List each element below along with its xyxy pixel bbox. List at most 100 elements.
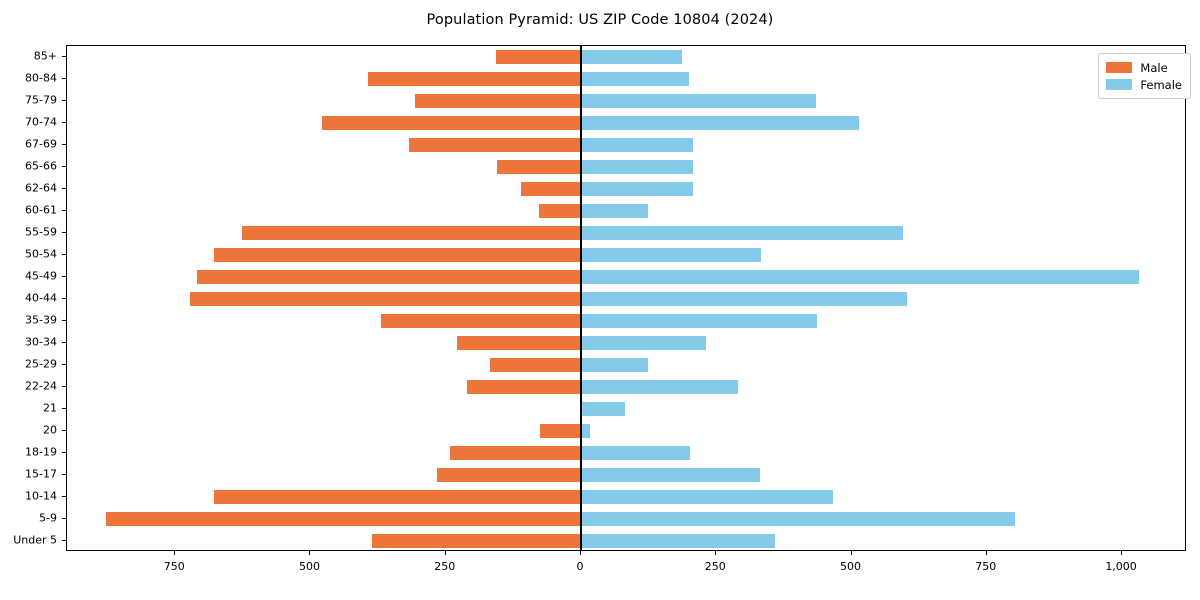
y-axis: 85+ 80-84 75-79 70-74 67-69 65-66 62-64 60-61 55… [0, 45, 66, 551]
bar-female [581, 226, 903, 240]
y-axis-tick-label: 45-49 [25, 269, 57, 283]
x-axis-tick-label: 250 [704, 560, 726, 573]
chart-row [67, 534, 1185, 548]
chart-row [67, 336, 1185, 350]
y-axis-tick-label: 80-84 [25, 71, 57, 85]
x-axis: 750 500 250 0 250 500 750 1,000 [66, 551, 1186, 591]
x-axis-tick-label: 0 [576, 560, 584, 573]
legend-label-male: Male [1140, 60, 1168, 75]
y-axis-tick-mark [62, 254, 66, 255]
bar-male [213, 248, 581, 262]
bar-male [371, 534, 581, 548]
y-axis-tick-mark [62, 474, 66, 475]
legend-swatch-male [1106, 62, 1133, 73]
bar-female [581, 116, 859, 130]
y-axis-tick-label: 20 [43, 423, 57, 437]
bar-female [581, 424, 591, 438]
y-axis-tick-mark [62, 144, 66, 145]
y-axis-tick-mark [62, 188, 66, 189]
chart-row [67, 490, 1185, 504]
bar-female [581, 534, 775, 548]
bar-male [415, 94, 581, 108]
legend-item-male: Male [1106, 59, 1182, 76]
chart-row [67, 424, 1185, 438]
bar-female [581, 292, 908, 306]
x-axis-tick-mark [985, 551, 987, 555]
y-axis-tick-mark [62, 320, 66, 321]
bar-male [495, 50, 581, 64]
bar-female [581, 94, 816, 108]
bar-male [496, 160, 581, 174]
y-axis-tick-label: 25-29 [25, 357, 57, 371]
bar-female [581, 490, 834, 504]
bar-male [321, 116, 581, 130]
y-axis-tick-label: Under 5 [13, 533, 57, 547]
chart-row [67, 182, 1185, 196]
chart-row [67, 358, 1185, 372]
y-axis-tick-mark [62, 166, 66, 167]
chart-row [67, 512, 1185, 526]
bar-male [436, 468, 581, 482]
bar-male [368, 72, 581, 86]
y-axis-tick-label: 40-44 [25, 291, 57, 305]
bar-male [490, 358, 581, 372]
chart-row [67, 50, 1185, 64]
y-axis-tick-label: 35-39 [25, 313, 57, 327]
y-axis-tick-mark [62, 408, 66, 409]
y-axis-tick-label: 67-69 [25, 137, 57, 151]
y-axis-tick-mark [62, 100, 66, 101]
y-axis-tick-label: 75-79 [25, 93, 57, 107]
y-axis-tick-mark [62, 452, 66, 453]
bar-male [539, 204, 581, 218]
x-axis-tick-label: 750 [163, 560, 185, 573]
bar-female [581, 50, 682, 64]
bar-female [581, 468, 760, 482]
y-axis-tick-mark [62, 232, 66, 233]
y-axis-tick-mark [62, 540, 66, 541]
bar-female [581, 138, 693, 152]
chart-title: Population Pyramid: US ZIP Code 10804 (2… [426, 12, 774, 28]
bar-female [581, 512, 1016, 526]
bar-female [581, 248, 761, 262]
legend-label-female: Female [1140, 77, 1182, 92]
legend-item-female: Female [1106, 76, 1182, 93]
x-axis-tick-mark [444, 551, 446, 555]
x-axis-tick-label: 750 [975, 560, 997, 573]
chart-row [67, 314, 1185, 328]
bar-male [466, 380, 581, 394]
y-axis-tick-mark [62, 78, 66, 79]
chart-row [67, 116, 1185, 130]
x-axis-tick-mark [174, 551, 176, 555]
chart-row [67, 248, 1185, 262]
chart-row [67, 72, 1185, 86]
bar-female [581, 204, 649, 218]
y-axis-tick-label: 65-66 [25, 159, 57, 173]
bar-female [581, 270, 1140, 284]
y-axis-tick-label: 62-64 [25, 181, 57, 195]
x-axis-tick-mark [580, 551, 581, 555]
bar-female [581, 72, 690, 86]
x-axis-tick-mark [715, 551, 717, 555]
bar-female [581, 446, 690, 460]
chart-row [67, 380, 1185, 394]
plot-area [66, 45, 1186, 551]
y-axis-tick-label: 50-54 [25, 247, 57, 261]
chart-row [67, 402, 1185, 416]
y-axis-tick-label: 5-9 [39, 511, 57, 525]
y-axis-tick-mark [62, 430, 66, 431]
y-axis-tick-label: 70-74 [25, 115, 57, 129]
y-axis-tick-mark [62, 56, 66, 57]
chart-row [67, 160, 1185, 174]
bar-male [381, 314, 581, 328]
bar-male [213, 490, 581, 504]
y-axis-tick-mark [62, 122, 66, 123]
chart-row [67, 204, 1185, 218]
bar-male [190, 292, 581, 306]
chart-row [67, 94, 1185, 108]
y-axis-tick-label: 60-61 [25, 203, 57, 217]
bars-layer [67, 46, 1185, 550]
y-axis-tick-label: 22-24 [25, 379, 57, 393]
chart-row [67, 292, 1185, 306]
y-axis-tick-mark [62, 210, 66, 211]
